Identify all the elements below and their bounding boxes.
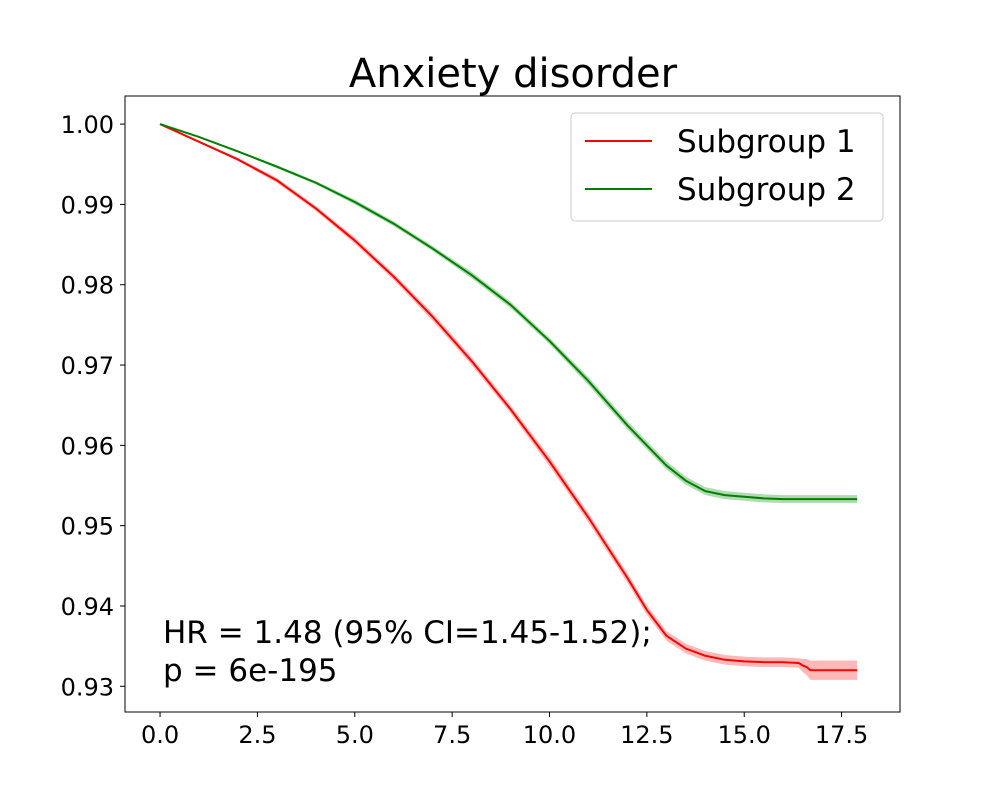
y-tick-label: 0.95 bbox=[61, 513, 114, 541]
x-tick-label: 7.5 bbox=[433, 721, 471, 749]
x-tick-label: 5.0 bbox=[336, 721, 374, 749]
y-tick-label: 0.96 bbox=[61, 432, 114, 460]
legend: Subgroup 1 Subgroup 2 bbox=[570, 112, 884, 222]
x-axis: 0.0 2.5 5.0 7.5 10.0 12.5 15.0 17.5 bbox=[141, 712, 868, 749]
hazard-ratio-annotation: HR = 1.48 (95% CI=1.45-1.52); bbox=[163, 615, 652, 651]
legend-label-subgroup-2: Subgroup 2 bbox=[677, 172, 856, 208]
chart-title: Anxiety disorder bbox=[349, 51, 678, 97]
series-line-subgroup-2 bbox=[159, 123, 858, 501]
y-tick-label: 0.94 bbox=[61, 593, 114, 621]
p-value-annotation: p = 6e-195 bbox=[163, 653, 338, 689]
x-tick-label: 2.5 bbox=[238, 721, 276, 749]
y-tick-label: 1.00 bbox=[61, 111, 114, 139]
y-tick-label: 0.97 bbox=[61, 352, 114, 380]
survival-curves bbox=[159, 123, 858, 672]
x-tick-label: 0.0 bbox=[141, 721, 179, 749]
y-tick-label: 0.99 bbox=[61, 191, 114, 219]
x-tick-label: 10.0 bbox=[523, 721, 576, 749]
series-line-subgroup-1 bbox=[159, 123, 858, 672]
y-tick-label: 0.93 bbox=[61, 673, 114, 701]
x-tick-label: 12.5 bbox=[620, 721, 673, 749]
x-tick-label: 17.5 bbox=[815, 721, 868, 749]
y-axis: 0.93 0.94 0.95 0.96 0.97 0.98 0.99 1.00 bbox=[61, 111, 125, 701]
plot-frame bbox=[124, 95, 901, 713]
y-tick-label: 0.98 bbox=[61, 272, 114, 300]
x-tick-label: 15.0 bbox=[718, 721, 771, 749]
legend-label-subgroup-1: Subgroup 1 bbox=[677, 124, 856, 160]
